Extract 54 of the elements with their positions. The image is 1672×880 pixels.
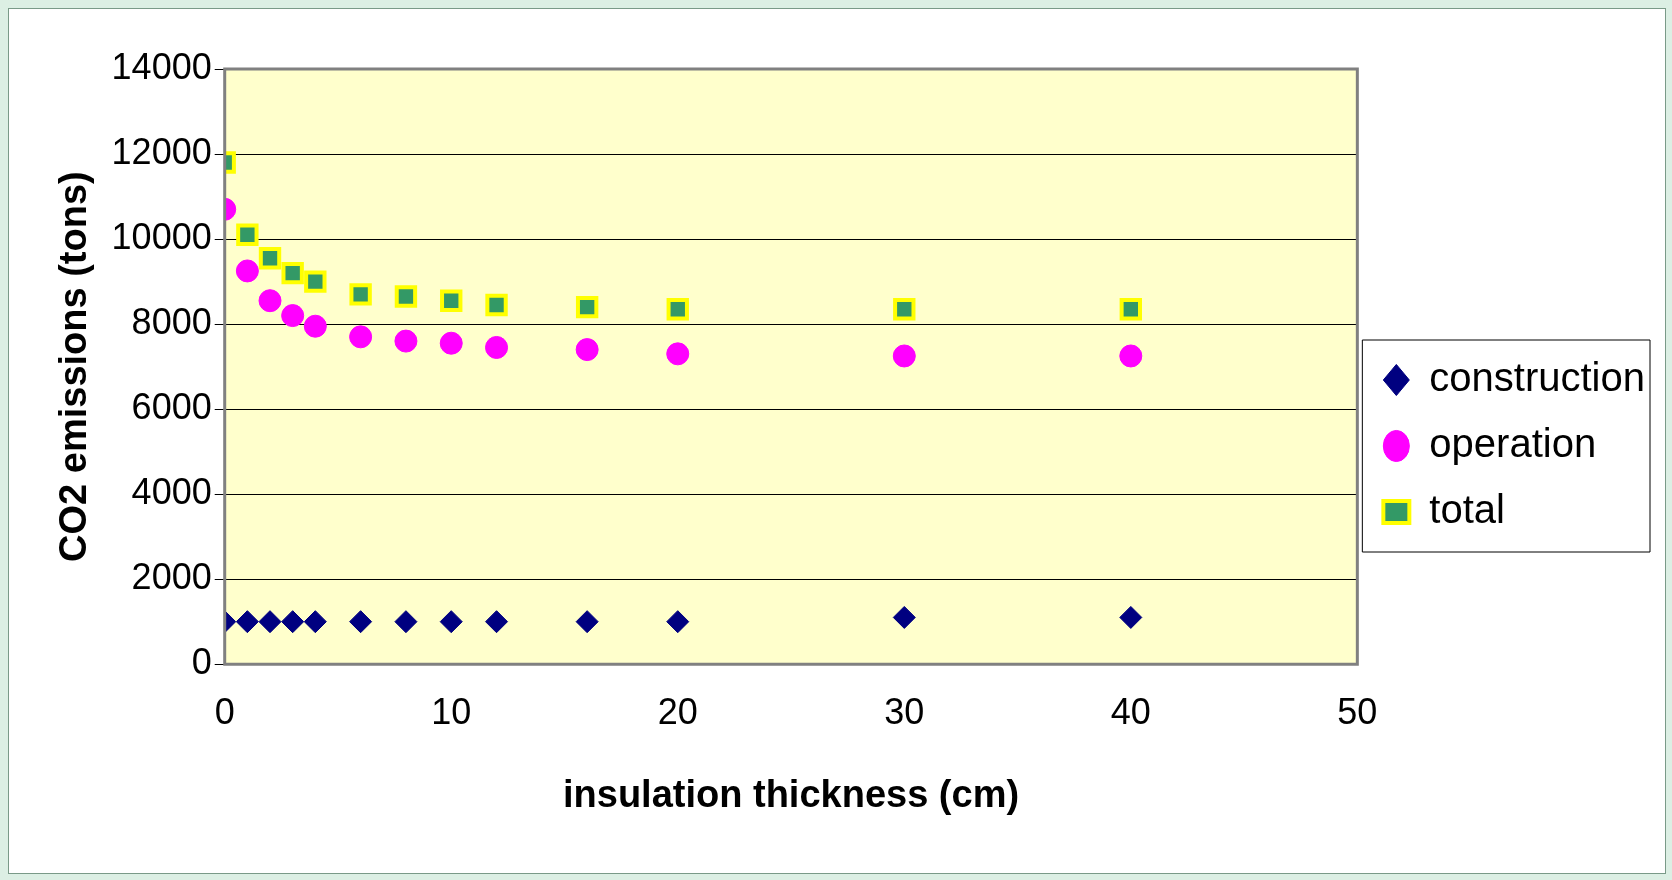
point [258,610,282,634]
x-tick-label: 20 [657,690,698,732]
point [892,605,916,629]
point [893,298,916,321]
point [1119,344,1143,368]
legend-label: total [1429,487,1505,532]
point [394,610,418,634]
point [258,289,282,313]
point [281,261,304,285]
y-axis-title: CO2 emissions (tons) [52,171,95,562]
y-tick-label: 12000 [111,130,212,172]
point [303,610,327,634]
x-tick-label: 50 [1337,690,1378,732]
point [575,295,599,319]
y-tick-label: 10000 [111,215,212,257]
point [485,335,509,359]
y-tick-label: 6000 [131,386,212,428]
point [281,610,305,634]
x-axis-title: insulation thickness (cm) [562,772,1020,815]
point [258,247,282,270]
point [485,293,508,317]
point [235,610,259,634]
point [303,314,327,338]
point [892,344,916,368]
point [349,283,372,306]
legend-label: construction [1429,355,1646,400]
y-tick-label: 8000 [131,301,212,343]
point [666,610,690,634]
point [281,304,305,328]
point [439,610,463,634]
legend-label: operation [1429,421,1597,466]
x-tick-label: 40 [1110,690,1151,732]
y-tick-label: 0 [191,641,212,683]
x-tick-label: 30 [884,690,925,732]
y-tick-label: 2000 [131,556,212,598]
point [394,329,418,353]
point [349,610,373,634]
point [666,298,689,321]
point [440,289,463,312]
point [439,331,463,355]
point [575,610,599,634]
point [1119,605,1143,629]
point [235,259,259,283]
point [485,610,509,634]
point [236,223,259,246]
point [575,338,599,362]
y-tick-label: 14000 [111,45,212,87]
point [304,270,327,293]
point [666,342,690,366]
point [1119,298,1142,321]
point [349,325,373,349]
y-tick-label: 4000 [131,471,212,513]
x-tick-label: 10 [431,690,472,732]
point [394,285,418,308]
